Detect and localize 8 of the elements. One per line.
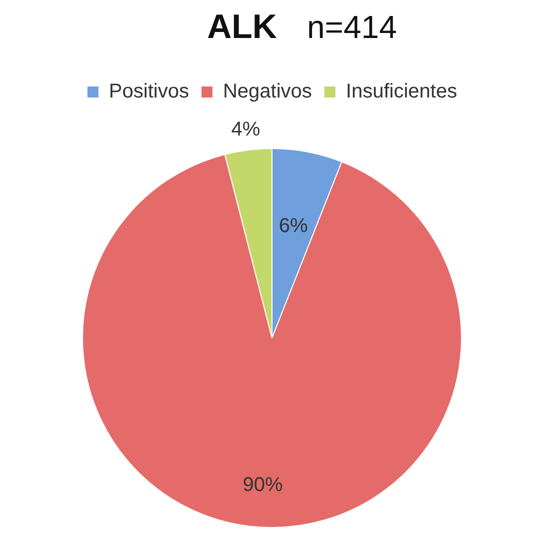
data-label: 4% [231,118,260,141]
legend-label: Negativos [222,80,312,103]
legend-label: Positivos [108,80,189,103]
data-label: 90% [242,474,283,496]
data-label: 6% [278,214,308,237]
chart-subtitle: n=414 [307,9,397,46]
chart-title: ALK [207,8,277,47]
legend-label: Insuficientes [346,80,458,103]
